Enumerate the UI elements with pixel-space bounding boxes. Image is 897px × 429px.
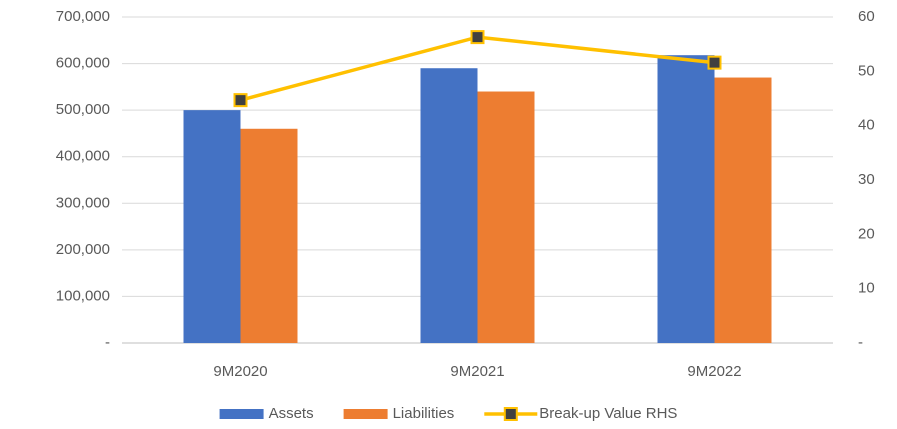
- bar: [657, 55, 715, 344]
- legend-label: Liabilities: [393, 405, 455, 422]
- legend-label: Assets: [269, 405, 314, 422]
- bar: [477, 91, 535, 343]
- y-tick-label: 300,000: [56, 194, 110, 211]
- bar: [240, 128, 298, 343]
- y2-tick-label: 10: [858, 280, 875, 297]
- x-tick-label: 9M2022: [687, 363, 741, 380]
- bar: [714, 77, 772, 344]
- y2-tick-label: 60: [858, 8, 875, 25]
- y-tick-label: -: [105, 334, 110, 351]
- legend-label: Break-up Value RHS: [539, 405, 677, 422]
- x-tick-label: 9M2021: [450, 363, 504, 380]
- y-tick-label: 500,000: [56, 101, 110, 118]
- y2-tick-label: 30: [858, 171, 875, 188]
- bar: [420, 68, 478, 343]
- line-marker: [470, 30, 485, 45]
- y-tick-label: 100,000: [56, 287, 110, 304]
- legend-swatch: [343, 409, 388, 419]
- y-tick-label: 400,000: [56, 148, 110, 165]
- y2-tick-label: 50: [858, 62, 875, 79]
- legend-marker: [503, 407, 518, 421]
- y2-tick-label: -: [858, 334, 863, 351]
- y2-tick-label: 40: [858, 117, 875, 134]
- bar: [183, 110, 241, 344]
- legend-swatch: [219, 409, 264, 419]
- y-tick-label: 700,000: [56, 8, 110, 25]
- y2-tick-label: 20: [858, 225, 875, 242]
- y-tick-label: 200,000: [56, 241, 110, 258]
- line-marker: [233, 93, 248, 108]
- y-tick-label: 600,000: [56, 55, 110, 72]
- line-marker: [707, 55, 722, 70]
- x-tick-label: 9M2020: [213, 363, 267, 380]
